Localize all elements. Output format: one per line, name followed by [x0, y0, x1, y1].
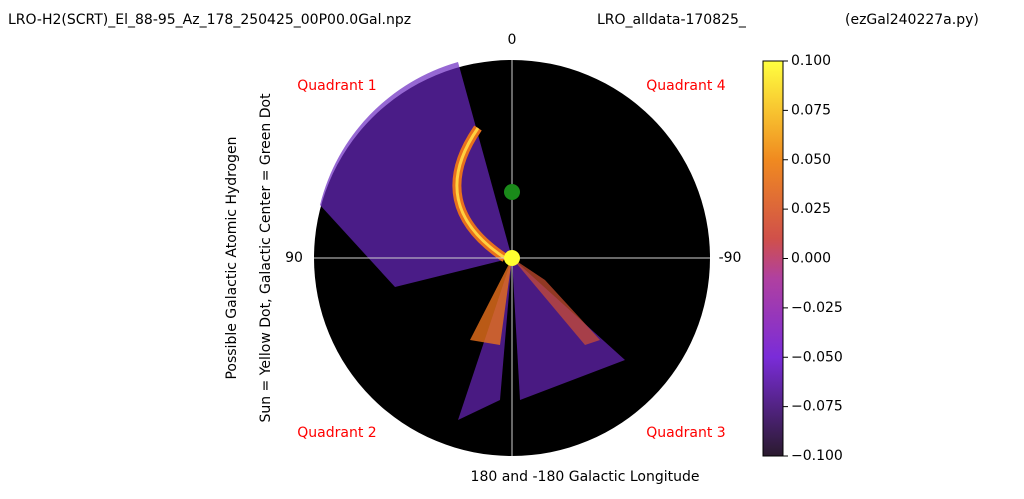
title-right: (ezGal240227a.py) — [845, 12, 979, 28]
colorbar-tick-label: −0.050 — [791, 349, 843, 365]
y-axis-label: Sun = Yellow Dot, Galactic Center = Gree… — [258, 93, 274, 423]
quadrant-label: Quadrant 4 — [646, 78, 726, 94]
hydrogen-arc — [455, 127, 506, 260]
hydrogen-pattern — [512, 258, 600, 345]
title-center: LRO_alldata-170825_ — [597, 12, 747, 28]
colorbar-tick-label: 0.075 — [791, 102, 831, 118]
theta-tick-label: 0 — [508, 32, 517, 48]
quadrant-label: Quadrant 2 — [297, 425, 376, 441]
sun-dot — [504, 250, 520, 266]
hydrogen-pattern — [320, 62, 512, 287]
galactic-center-dot — [504, 184, 520, 200]
hydrogen-pattern — [512, 258, 625, 400]
colorbar-tick-label: 0.025 — [791, 201, 831, 217]
title-left: LRO-H2(SCRT)_El_88-95_Az_178_250425_00P0… — [8, 12, 411, 28]
quadrant-label: Quadrant 3 — [646, 425, 725, 441]
colorbar-tick-label: −0.100 — [791, 448, 843, 464]
colorbar-tick-label: 0.050 — [791, 152, 831, 168]
theta-tick-label: -90 — [719, 250, 742, 266]
colorbar — [762, 60, 784, 457]
colorbar-tick-label: 0.100 — [791, 53, 831, 69]
y-axis-label: Possible Galactic Atomic Hydrogen — [224, 136, 240, 379]
hydrogen-pattern — [470, 258, 512, 345]
quadrant-label: Quadrant 1 — [297, 78, 376, 94]
theta-tick-label: 90 — [285, 250, 303, 266]
x-axis-label: 180 and -180 Galactic Longitude — [471, 469, 700, 485]
colorbar-tick-label: −0.025 — [791, 300, 843, 316]
colorbar-tick-label: −0.075 — [791, 399, 843, 415]
colorbar-tick-label: 0.000 — [791, 251, 831, 267]
